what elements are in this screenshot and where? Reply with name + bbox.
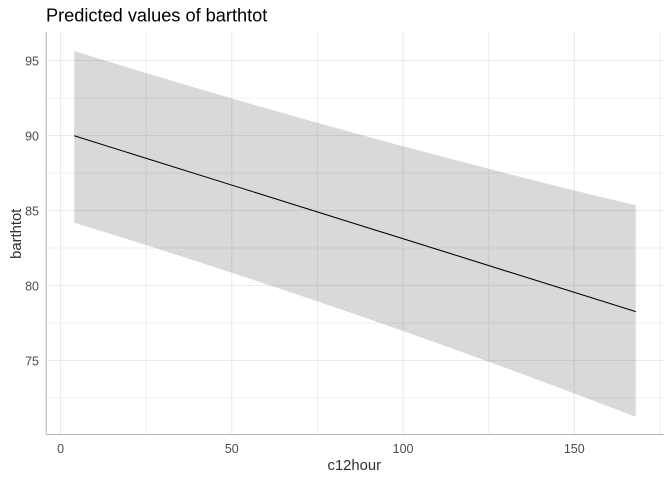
svg-text:Predicted values of barthtot: Predicted values of barthtot: [46, 6, 267, 26]
svg-text:0: 0: [57, 442, 64, 456]
svg-text:50: 50: [225, 442, 239, 456]
svg-text:barthtot: barthtot: [9, 209, 25, 259]
svg-text:85: 85: [25, 205, 39, 219]
svg-text:75: 75: [25, 355, 39, 369]
svg-text:100: 100: [393, 442, 414, 456]
svg-text:150: 150: [564, 442, 585, 456]
svg-text:c12hour: c12hour: [328, 458, 382, 474]
svg-text:90: 90: [25, 130, 39, 144]
svg-text:95: 95: [25, 55, 39, 69]
svg-text:80: 80: [25, 280, 39, 294]
